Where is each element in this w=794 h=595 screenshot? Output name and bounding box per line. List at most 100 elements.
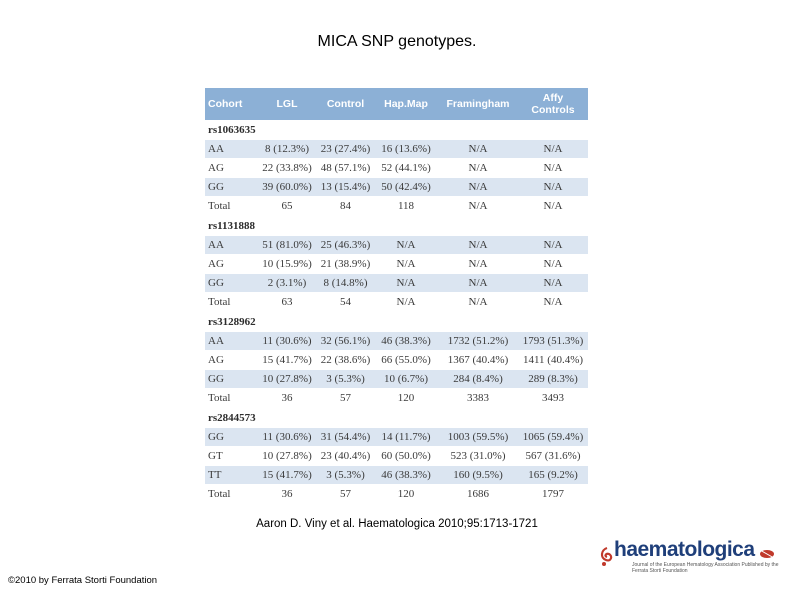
table-cell: N/A — [374, 273, 438, 293]
table-cell: N/A — [374, 254, 438, 274]
genotype-label: AA — [205, 139, 257, 159]
genotype-label: AG — [205, 350, 257, 370]
table-cell: 36 — [257, 484, 317, 504]
table-cell: N/A — [438, 177, 518, 197]
logo-wordmark: haematologica — [614, 538, 755, 561]
table-cell: N/A — [438, 254, 518, 274]
table-row: AG 10 (15.9%) 21 (38.9%) N/A N/A N/A — [205, 254, 588, 274]
table-cell: 8 (12.3%) — [257, 139, 317, 159]
snp-id: rs1131888 — [205, 215, 588, 236]
table-cell: 289 (8.3%) — [518, 369, 588, 389]
table-cell: 3 (5.3%) — [317, 369, 374, 389]
snp-section-row: rs2844573 — [205, 407, 588, 428]
haematologica-logo: haematologica Journal of the European He… — [598, 538, 780, 580]
table-row: TT 15 (41.7%) 3 (5.3%) 46 (38.3%) 160 (9.5%)… — [205, 465, 588, 485]
table-cell: 15 (41.7%) — [257, 350, 317, 370]
genotype-label: GT — [205, 446, 257, 466]
table-cell: 2 (3.1%) — [257, 273, 317, 293]
genotype-label: AA — [205, 235, 257, 255]
table-cell: 118 — [374, 196, 438, 216]
table-cell: 10 (27.8%) — [257, 369, 317, 389]
table-cell: 57 — [317, 484, 374, 504]
header-hapmap: Hap.Map — [374, 88, 438, 120]
table-cell: 523 (31.0%) — [438, 446, 518, 466]
table-row: AA 8 (12.3%) 23 (27.4%) 16 (13.6%) N/A N/A — [205, 139, 588, 159]
genotype-table-figure: Cohort LGL Control Hap.Map Framingham Af… — [205, 88, 588, 504]
genotype-label: GG — [205, 427, 257, 447]
table-cell: 84 — [317, 196, 374, 216]
table-cell: 52 (44.1%) — [374, 158, 438, 178]
header-framingham: Framingham — [438, 88, 518, 120]
table-cell: 1411 (40.4%) — [518, 350, 588, 370]
table-cell: 1065 (59.4%) — [518, 427, 588, 447]
table-cell: 1797 — [518, 484, 588, 504]
table-cell: 3 (5.3%) — [317, 465, 374, 485]
table-row: GG 39 (60.0%) 13 (15.4%) 50 (42.4%) N/A N/A — [205, 177, 588, 197]
header-control: Control — [317, 88, 374, 120]
table-cell: 13 (15.4%) — [317, 177, 374, 197]
table-row: AA 11 (30.6%) 32 (56.1%) 46 (38.3%) 1732 (51… — [205, 331, 588, 351]
table-cell: 11 (30.6%) — [257, 427, 317, 447]
snp-id: rs3128962 — [205, 311, 588, 332]
table-cell: 1003 (59.5%) — [438, 427, 518, 447]
genotype-label: AG — [205, 254, 257, 274]
table-cell: N/A — [374, 235, 438, 255]
table-row: GG 11 (30.6%) 31 (54.4%) 14 (11.7%) 1003 (59… — [205, 427, 588, 447]
snp-id: rs2844573 — [205, 407, 588, 428]
genotype-label: Total — [205, 196, 257, 216]
table-cell: 16 (13.6%) — [374, 139, 438, 159]
table-row: Total 36 57 120 3383 3493 — [205, 388, 588, 408]
table-cell: 66 (55.0%) — [374, 350, 438, 370]
table-cell: 60 (50.0%) — [374, 446, 438, 466]
genotype-label: GG — [205, 369, 257, 389]
citation: Aaron D. Viny et al. Haematologica 2010;… — [256, 518, 538, 530]
table-cell: 10 (6.7%) — [374, 369, 438, 389]
genotype-label: TT — [205, 465, 257, 485]
table-cell: N/A — [518, 177, 588, 197]
table-cell: N/A — [518, 139, 588, 159]
table-cell: 63 — [257, 292, 317, 312]
table-cell: N/A — [438, 273, 518, 293]
table-cell: 3493 — [518, 388, 588, 408]
table-row: GG 10 (27.8%) 3 (5.3%) 10 (6.7%) 284 (8.4%) 2… — [205, 369, 588, 389]
table-cell: 22 (38.6%) — [317, 350, 374, 370]
table-row: GT 10 (27.8%) 23 (40.4%) 60 (50.0%) 523 (31.… — [205, 446, 588, 466]
table-cell: 48 (57.1%) — [317, 158, 374, 178]
table-cell: 31 (54.4%) — [317, 427, 374, 447]
snp-section-row: rs1063635 — [205, 120, 588, 140]
table-cell: N/A — [518, 235, 588, 255]
table-cell: 46 (38.3%) — [374, 331, 438, 351]
table-cell: 15 (41.7%) — [257, 465, 317, 485]
header-lgl: LGL — [257, 88, 317, 120]
table-cell: N/A — [518, 196, 588, 216]
table-row: AG 22 (33.8%) 48 (57.1%) 52 (44.1%) N/A N/A — [205, 158, 588, 178]
table-cell: 1793 (51.3%) — [518, 331, 588, 351]
snp-section-row: rs3128962 — [205, 311, 588, 332]
table-cell: N/A — [518, 254, 588, 274]
table-body: rs1063635 AA 8 (12.3%) 23 (27.4%) 16 (13.6%)… — [205, 120, 588, 504]
genotype-label: AA — [205, 331, 257, 351]
table-row: Total 65 84 118 N/A N/A — [205, 196, 588, 216]
genotype-table: Cohort LGL Control Hap.Map Framingham Af… — [205, 88, 588, 504]
table-cell: 23 (40.4%) — [317, 446, 374, 466]
snp-section-row: rs1131888 — [205, 215, 588, 236]
genotype-label: Total — [205, 388, 257, 408]
logo-emblem-icon — [759, 549, 775, 559]
table-cell: 57 — [317, 388, 374, 408]
table-cell: 120 — [374, 484, 438, 504]
table-cell: N/A — [518, 292, 588, 312]
table-cell: 14 (11.7%) — [374, 427, 438, 447]
table-cell: N/A — [438, 139, 518, 159]
table-cell: 54 — [317, 292, 374, 312]
table-cell: 165 (9.2%) — [518, 465, 588, 485]
table-cell: N/A — [518, 158, 588, 178]
genotype-label: GG — [205, 177, 257, 197]
copyright-notice: ©2010 by Ferrata Storti Foundation — [8, 575, 158, 586]
genotype-label: AG — [205, 158, 257, 178]
table-cell: 21 (38.9%) — [317, 254, 374, 274]
table-row: AA 51 (81.0%) 25 (46.3%) N/A N/A N/A — [205, 235, 588, 255]
table-cell: N/A — [374, 292, 438, 312]
table-cell: 567 (31.6%) — [518, 446, 588, 466]
table-cell: 32 (56.1%) — [317, 331, 374, 351]
table-cell: 160 (9.5%) — [438, 465, 518, 485]
